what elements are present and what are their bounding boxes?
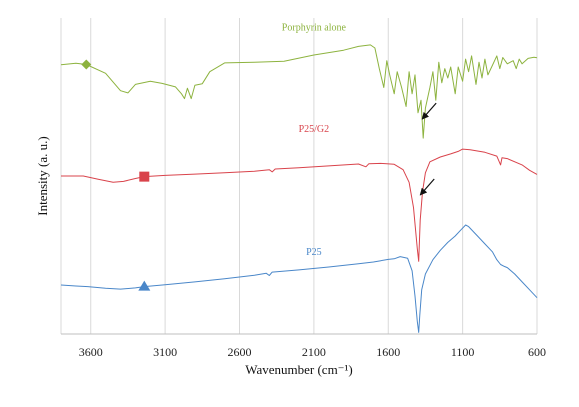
x-tick-label: 3100 bbox=[153, 345, 177, 359]
series-label-p25-g2: P25/G2 bbox=[299, 124, 330, 135]
series-markers bbox=[81, 59, 151, 291]
series-labels: Porphyrin alone P25/G2 P25 bbox=[282, 23, 347, 258]
series-label-p25: P25 bbox=[306, 247, 322, 258]
series-marker-porphyrin-alone bbox=[81, 59, 92, 70]
x-tick-label: 2600 bbox=[228, 345, 252, 359]
x-axis-title: Wavenumber (cm⁻¹) bbox=[245, 362, 353, 377]
series-label-porphyrin-alone: Porphyrin alone bbox=[282, 23, 347, 34]
series-line-p25 bbox=[60, 224, 538, 333]
y-axis-title: Intensity (a. u.) bbox=[35, 136, 50, 215]
arrow-p25-g2 bbox=[419, 178, 435, 196]
x-tick-label: 2100 bbox=[302, 345, 326, 359]
x-tick-labels: 3600 3100 2600 2100 1600 1100 600 bbox=[79, 345, 546, 359]
series-lines bbox=[60, 44, 538, 333]
x-tick-label: 1100 bbox=[451, 345, 475, 359]
series-line-p25-g2 bbox=[61, 148, 538, 262]
x-tick-label: 1600 bbox=[376, 345, 400, 359]
series-marker-p25 bbox=[138, 280, 151, 291]
arrow-porphyrin-alone bbox=[421, 102, 437, 120]
annotation-arrows bbox=[419, 102, 437, 196]
x-tick-label: 3600 bbox=[79, 345, 103, 359]
x-tick-label: 600 bbox=[528, 345, 546, 359]
grid bbox=[60, 18, 538, 334]
series-line-porphyrin-alone bbox=[60, 44, 538, 139]
series-marker-p25-g2 bbox=[139, 171, 150, 182]
